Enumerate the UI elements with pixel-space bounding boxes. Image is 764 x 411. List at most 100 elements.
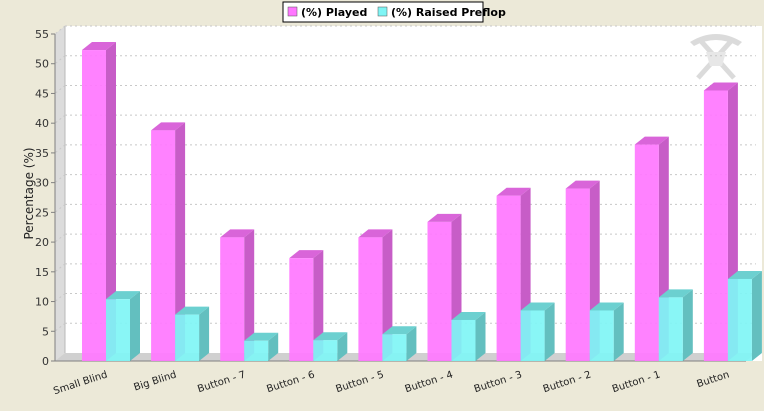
bar-front xyxy=(565,188,590,361)
gridline-wall xyxy=(54,263,66,273)
bar-side xyxy=(544,302,555,361)
bar-top xyxy=(565,180,600,189)
y-tick-label: 50 xyxy=(35,58,49,71)
bar-played xyxy=(634,136,669,361)
gridline-wall xyxy=(54,233,66,243)
legend-swatch xyxy=(287,6,298,17)
gridline-wall xyxy=(54,203,66,213)
y-tick-label: 15 xyxy=(35,266,49,279)
bar-top xyxy=(589,302,624,311)
bar-front xyxy=(451,319,476,361)
bar-top xyxy=(313,332,348,341)
bar-front xyxy=(289,258,314,361)
bar-front xyxy=(82,50,106,361)
bar-raised-preflop xyxy=(313,332,348,361)
legend-swatch xyxy=(377,6,388,17)
bar-played xyxy=(151,122,186,361)
y-tick-label: 45 xyxy=(35,87,49,100)
bar-raised-preflop xyxy=(658,289,693,361)
bar-top xyxy=(727,270,762,279)
bar-front xyxy=(496,195,521,361)
bar-top xyxy=(658,289,693,298)
x-tick-label: Button - 7 xyxy=(196,369,247,395)
y-axis-label: Percentage (%) xyxy=(22,147,36,239)
bar-raised-preflop xyxy=(106,291,140,361)
y-tick-label: 30 xyxy=(35,177,49,190)
bar-side xyxy=(475,311,486,361)
bar-side xyxy=(199,306,210,361)
gridline-wall xyxy=(54,174,66,184)
bar-front xyxy=(151,130,176,361)
bar-top xyxy=(496,187,531,196)
bar-top xyxy=(82,42,116,51)
bar-top xyxy=(220,229,255,238)
x-tick-label: Small Blind xyxy=(52,369,109,397)
x-tick-label: Big Blind xyxy=(133,369,179,393)
y-tick-label: 20 xyxy=(35,236,49,249)
bar-played xyxy=(220,229,255,361)
bar-front xyxy=(727,278,752,361)
bar-front xyxy=(382,334,407,361)
x-tick-label: Button - 2 xyxy=(542,369,593,395)
bar-top xyxy=(358,229,393,238)
bar-side xyxy=(268,332,279,361)
bar-played xyxy=(289,250,324,361)
bar-side xyxy=(106,42,116,361)
x-tick-label: Button - 3 xyxy=(473,369,524,395)
bar-top xyxy=(634,136,669,145)
bar-top xyxy=(703,82,738,91)
bar-side xyxy=(406,326,417,361)
x-tick-label: Button - 6 xyxy=(265,369,316,395)
bar-front xyxy=(220,237,245,361)
bar-side xyxy=(313,250,324,361)
bar-played xyxy=(82,42,116,361)
bar-front xyxy=(589,310,614,361)
bar-front xyxy=(658,297,683,361)
left-wall xyxy=(55,26,65,361)
bar-front xyxy=(703,90,728,362)
bar-side xyxy=(175,122,186,361)
bar-front xyxy=(358,237,383,361)
bar-played xyxy=(358,229,393,361)
bar-top xyxy=(382,326,417,335)
gridline-wall xyxy=(54,322,66,332)
legend: (%) Played (%) Raised Preflop xyxy=(282,1,506,23)
x-tick-label: Button - 5 xyxy=(335,369,386,395)
bar-side xyxy=(244,229,255,361)
y-tick-label: 35 xyxy=(35,147,49,160)
gridline-wall xyxy=(54,25,66,35)
x-tick-label: Button - 1 xyxy=(611,369,662,395)
bar-top xyxy=(520,302,555,311)
y-tick-label: 55 xyxy=(35,28,49,41)
x-tick-label: Button xyxy=(696,369,731,390)
bar-front xyxy=(427,221,452,361)
bar-raised-preflop xyxy=(727,270,762,361)
bar-front xyxy=(634,144,659,361)
bar-front xyxy=(520,310,545,361)
bar-raised-preflop xyxy=(244,332,279,361)
y-tick-label: 10 xyxy=(35,296,49,309)
bar-raised-preflop xyxy=(382,326,417,361)
bar-front xyxy=(244,340,269,361)
bar-top xyxy=(244,332,279,341)
bar-raised-preflop xyxy=(175,306,210,361)
bar-raised-preflop xyxy=(520,302,555,361)
bar-top xyxy=(289,250,324,259)
bar-raised-preflop xyxy=(589,302,624,361)
y-tick-label: 5 xyxy=(42,325,49,338)
y-tick-label: 40 xyxy=(35,117,49,130)
bar-top xyxy=(151,122,186,131)
gridline-wall xyxy=(54,114,66,124)
x-tick-label: Button - 4 xyxy=(404,369,455,395)
gridline-wall xyxy=(54,55,66,65)
pickaxe-logo-icon xyxy=(690,34,742,80)
bar-front xyxy=(175,314,200,361)
y-tick-label: 0 xyxy=(42,355,49,368)
legend-label: (%) Raised Preflop xyxy=(391,6,506,19)
bar-front xyxy=(313,340,338,361)
gridline-wall xyxy=(54,293,66,302)
bar-top xyxy=(106,291,140,300)
bar-side xyxy=(751,270,762,361)
bar-front xyxy=(106,299,130,361)
